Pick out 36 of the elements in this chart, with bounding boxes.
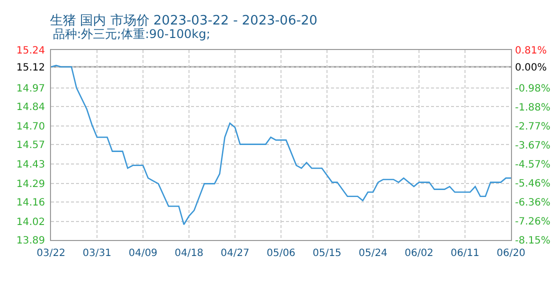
x-tick-label: 05/24	[358, 248, 388, 259]
chart-title: 生猪 国内 市场价 2023-03-22 - 2023-06-20	[50, 14, 318, 29]
x-tick-label: 04/27	[220, 248, 250, 259]
y-tick-label: 14.70	[16, 122, 45, 132]
y-tick-label: 14.97	[16, 84, 45, 94]
x-tick-label: 04/09	[128, 248, 158, 259]
y2-tick-label: -4.57%	[515, 160, 550, 171]
y2-tick-label: -6.36%	[515, 198, 550, 209]
y2-tick-label: -0.98%	[515, 83, 550, 94]
y-tick-label: 14.57	[16, 140, 45, 151]
y-tick-label: 14.84	[16, 102, 45, 113]
line-series	[51, 64, 511, 226]
x-tick-label: 06/11	[450, 248, 480, 259]
y2-tick-label: -8.15%	[515, 236, 550, 246]
y-tick-label: 14.29	[16, 179, 45, 190]
y2-tick-label: -2.77%	[515, 121, 550, 132]
y-tick-label: 13.89	[16, 236, 45, 246]
x-tick-label: 05/15	[312, 248, 342, 259]
x-tick-label: 04/18	[174, 248, 204, 259]
y-tick-label: 15.24	[16, 46, 45, 56]
x-tick-label: 03/31	[82, 248, 112, 259]
y-tick-label: 14.43	[16, 160, 45, 170]
x-tick-label: 03/22	[36, 248, 66, 259]
y-tick-label: 14.16	[16, 198, 45, 208]
x-tick-label: 06/02	[404, 248, 434, 259]
y2-tick-label: 0.81%	[515, 46, 547, 56]
y2-tick-label: -5.46%	[515, 178, 550, 190]
chart-subtitle: 品种:外三元;体重:90-100kg;	[53, 27, 210, 41]
y2-tick-label: 0.00%	[515, 62, 547, 74]
y-tick-label: 15.12	[16, 62, 45, 74]
y2-tick-label: -3.67%	[515, 140, 550, 152]
x-tick-label: 06/20	[496, 248, 526, 259]
y2-tick-label: -7.26%	[515, 216, 550, 228]
x-tick-label: 05/06	[266, 248, 296, 259]
y-tick-label: 14.02	[16, 217, 45, 228]
y2-tick-label: -1.88%	[515, 102, 550, 114]
